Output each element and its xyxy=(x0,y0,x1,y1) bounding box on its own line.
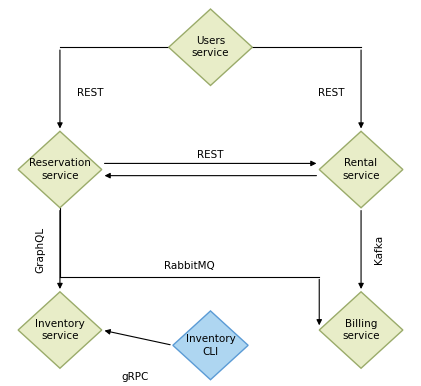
Text: REST: REST xyxy=(197,150,224,160)
Polygon shape xyxy=(169,9,252,85)
Text: Users
service: Users service xyxy=(192,36,229,58)
Text: REST: REST xyxy=(318,88,344,98)
Text: Rental
service: Rental service xyxy=(342,158,380,181)
Polygon shape xyxy=(18,292,102,368)
Polygon shape xyxy=(319,131,403,208)
Text: GraphQL: GraphQL xyxy=(35,227,45,273)
Text: Inventory
service: Inventory service xyxy=(35,319,85,341)
Polygon shape xyxy=(173,311,248,380)
Text: REST: REST xyxy=(77,88,103,98)
Text: Inventory
CLI: Inventory CLI xyxy=(186,334,235,357)
Polygon shape xyxy=(319,292,403,368)
Polygon shape xyxy=(18,131,102,208)
Text: gRPC: gRPC xyxy=(122,372,149,382)
Text: Reservation
service: Reservation service xyxy=(29,158,91,181)
Text: Billing
service: Billing service xyxy=(342,319,380,341)
Text: RabbitMQ: RabbitMQ xyxy=(164,261,215,271)
Text: Kafka: Kafka xyxy=(373,235,384,264)
